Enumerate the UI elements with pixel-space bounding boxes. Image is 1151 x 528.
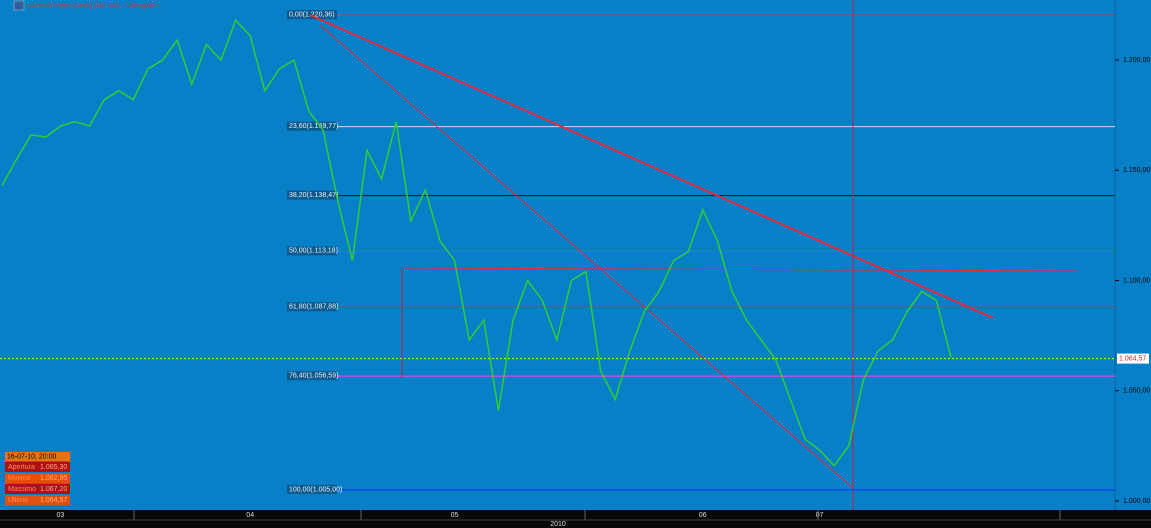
info-value: 1.065,30 xyxy=(40,464,67,471)
trend-line xyxy=(319,24,854,489)
x-tick-label: 06 xyxy=(699,512,707,519)
last-price-box xyxy=(1117,353,1149,364)
y-tick-label: 1.100,00 xyxy=(1123,277,1150,284)
info-value: 1.067,20 xyxy=(40,486,67,493)
fib-label: 23,60(1.169,77) xyxy=(289,123,338,130)
y-tick-label: 1.150,00 xyxy=(1123,167,1150,174)
price-line xyxy=(1,18,952,467)
fib-label-bg xyxy=(287,10,337,20)
y-tick-label: 1.050,00 xyxy=(1123,388,1150,395)
info-label: Ultimo xyxy=(8,497,28,504)
y-tick-label: 1.200,00 xyxy=(1123,57,1150,64)
fib-label: 38,20(1.138,47) xyxy=(289,192,338,199)
x-axis-strip xyxy=(0,510,1151,528)
fib-label-bg xyxy=(287,190,337,200)
x-tick-label: 07 xyxy=(816,512,824,519)
y-tick-label: 1.000,00 xyxy=(1123,498,1150,505)
x-tick-label: 04 xyxy=(246,512,254,519)
trend-line xyxy=(309,14,994,319)
info-label: Minimo xyxy=(8,475,31,482)
fib-label-bg xyxy=(287,121,337,131)
last-price-label: 1.064,57 xyxy=(1119,355,1146,362)
fib-label: 61,80(1.087,88) xyxy=(289,304,338,311)
trend-line xyxy=(404,267,1079,272)
chart-title: S&P500 Index (cash) (INTRA) - Triangolo … xyxy=(26,3,161,10)
x-tick-label: 05 xyxy=(451,512,459,519)
plot-background xyxy=(0,0,1151,510)
title-icon xyxy=(13,0,25,11)
fib-label: 100,00(1.005,00) xyxy=(289,486,342,493)
info-value: 1.064,57 xyxy=(40,497,67,504)
fib-label: 50,00(1.113,18) xyxy=(289,248,338,255)
fib-label-bg xyxy=(287,302,337,312)
info-row xyxy=(5,495,70,505)
info-row xyxy=(5,462,70,472)
info-label: Apertura xyxy=(8,464,35,471)
fib-label-bg xyxy=(287,246,337,256)
fib-label-bg xyxy=(287,484,337,494)
info-label: Massimo xyxy=(8,486,36,493)
x-tick-label: 03 xyxy=(57,512,65,519)
info-value: 1.062,95 xyxy=(40,475,67,482)
year-label: 2010 xyxy=(550,521,566,528)
info-row xyxy=(5,473,70,483)
fib-label: 76,40(1.056,59) xyxy=(289,373,338,380)
info-header xyxy=(5,452,70,461)
fib-label-bg xyxy=(287,371,337,381)
info-row xyxy=(5,484,70,494)
info-time: 16-07-10, 20:00 xyxy=(7,453,57,460)
